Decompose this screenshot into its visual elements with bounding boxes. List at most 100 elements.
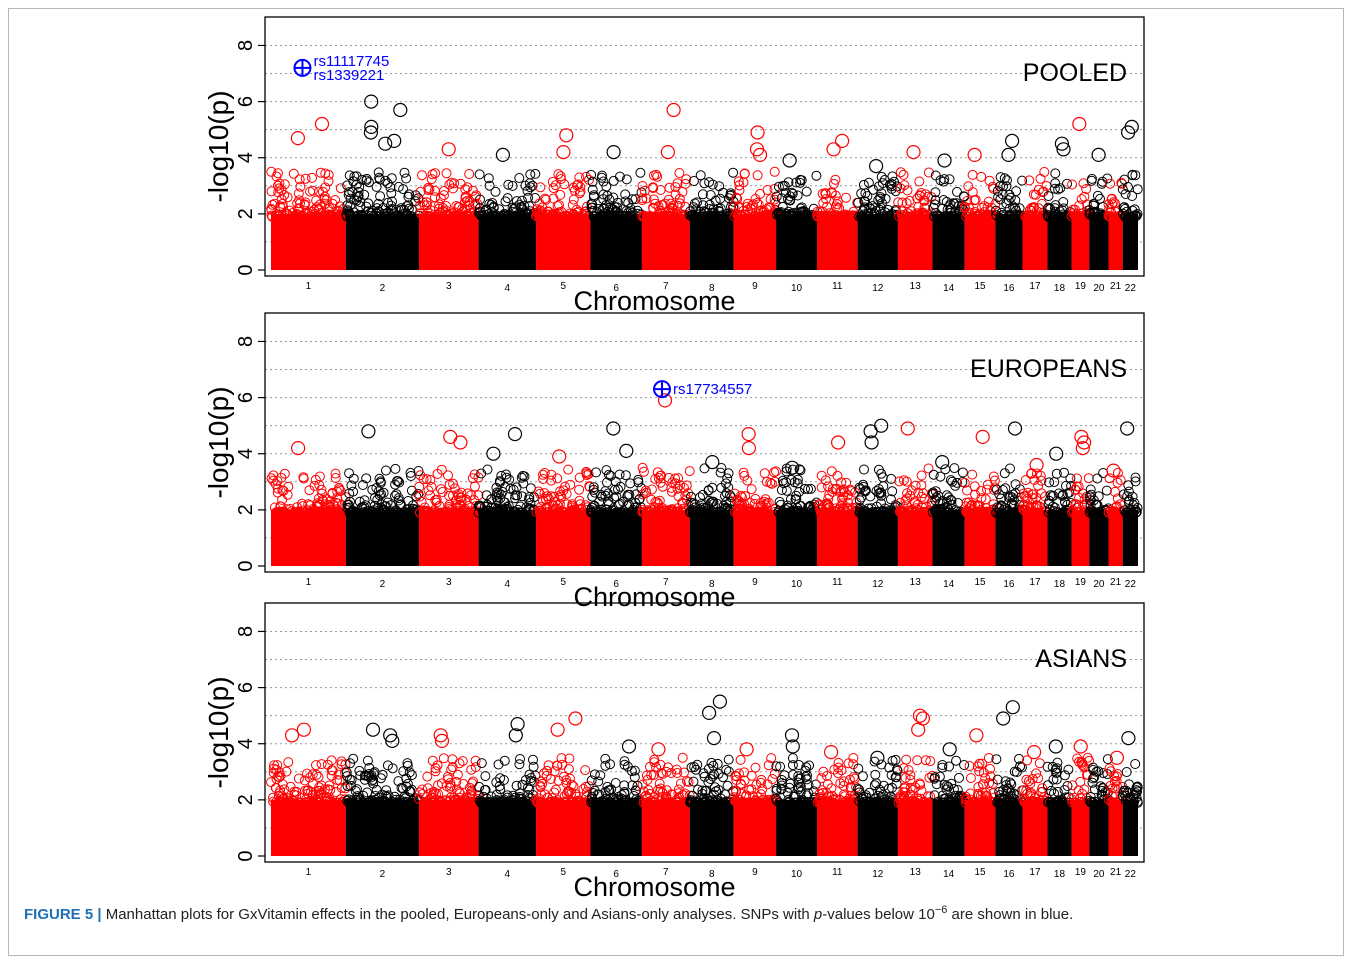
snp-point (752, 170, 763, 181)
point-band (897, 213, 933, 270)
peak-point (1029, 457, 1044, 473)
snp-point (762, 779, 773, 790)
snp-point (1132, 184, 1143, 195)
snp-point (753, 209, 764, 220)
snp-point (963, 181, 974, 192)
chromosome-18-points (1042, 168, 1076, 270)
snp-point (286, 506, 297, 517)
snp-point (1081, 184, 1092, 194)
snp-point (279, 468, 290, 479)
snp-point (875, 192, 886, 202)
snp-point (356, 507, 367, 518)
snp-point (967, 169, 978, 180)
snp-point (882, 211, 893, 221)
snp-point (373, 167, 384, 178)
snp-point (359, 189, 370, 200)
snp-point (435, 193, 446, 204)
chromosome-6-points (585, 465, 647, 566)
snp-point (482, 464, 493, 475)
snp-point (514, 759, 525, 770)
snp-point (959, 203, 970, 214)
x-tick-label: 16 (1003, 283, 1015, 294)
peak-point (1073, 739, 1088, 754)
snp-point (568, 182, 579, 193)
peak-point (1001, 147, 1016, 162)
snp-point (833, 211, 844, 221)
snp-point (898, 169, 909, 180)
snp-point (1001, 181, 1012, 192)
snp-point (357, 480, 368, 490)
snp-point (343, 206, 354, 217)
snp-point (1058, 203, 1069, 214)
point-band (345, 799, 420, 856)
x-tick-label: 21 (1110, 281, 1122, 292)
point-band (776, 799, 818, 856)
snp-point (598, 203, 608, 214)
x-tick-label: 3 (446, 867, 452, 878)
snp-point (444, 179, 455, 190)
snp-point (335, 183, 346, 194)
y-tick-label: 0 (235, 560, 257, 571)
snp-point (745, 203, 756, 214)
x-tick-label: 17 (1029, 867, 1041, 878)
point-band (689, 509, 734, 566)
snp-point (375, 476, 386, 487)
snp-point (859, 202, 870, 213)
point-band (536, 213, 591, 270)
snp-point (901, 754, 912, 765)
x-tick-label: 22 (1125, 869, 1137, 880)
snp-point (739, 168, 750, 179)
snp-point (443, 470, 453, 481)
snp-point (401, 173, 412, 184)
chromosome-16-points (991, 172, 1028, 270)
snp-point (553, 169, 564, 180)
snp-point (423, 182, 434, 193)
x-tick-label: 19 (1075, 867, 1087, 878)
snp-point (644, 211, 655, 222)
snp-point (298, 473, 309, 484)
snp-point (954, 772, 964, 783)
peak-point (739, 742, 754, 757)
x-tick-label: 4 (505, 579, 511, 590)
x-tick-label: 11 (832, 281, 843, 292)
x-tick-label: 8 (709, 283, 715, 294)
snp-point (1097, 201, 1108, 212)
x-tick-label: 12 (872, 579, 884, 590)
snp-point (1127, 191, 1138, 201)
peak-point (486, 446, 501, 461)
snp-point (857, 771, 868, 782)
x-axis-title: Chromosome (573, 582, 735, 612)
x-tick-label: 16 (1003, 869, 1015, 880)
peak-point (1056, 142, 1071, 157)
point-band (419, 509, 479, 566)
point-band (689, 799, 734, 856)
snp-point (437, 487, 448, 497)
point-band (590, 799, 642, 856)
panel-label: EUROPEANS (970, 355, 1127, 383)
snp-point (424, 184, 435, 194)
snp-point (1103, 199, 1114, 210)
snp-point (914, 210, 925, 220)
chromosome-2-points (341, 167, 424, 270)
snp-point (283, 757, 294, 768)
y-tick-label: 6 (235, 392, 257, 403)
point-band (932, 509, 965, 566)
snp-point (464, 169, 475, 179)
snp-point (1130, 759, 1141, 769)
snp-point (292, 198, 303, 209)
point-band (641, 799, 690, 856)
snp-point (830, 174, 841, 185)
peak-point (1120, 125, 1136, 140)
peak-point (296, 722, 311, 737)
snp-point (517, 780, 528, 790)
snp-point (765, 194, 776, 205)
snp-point (792, 190, 803, 201)
snp-point (522, 185, 533, 196)
snp-point (548, 183, 559, 194)
snp-point (330, 507, 341, 518)
snp-point (543, 209, 554, 220)
snp-point (405, 467, 416, 478)
peak-point (666, 102, 681, 118)
snp-point (500, 196, 511, 207)
snp-point (381, 465, 391, 476)
